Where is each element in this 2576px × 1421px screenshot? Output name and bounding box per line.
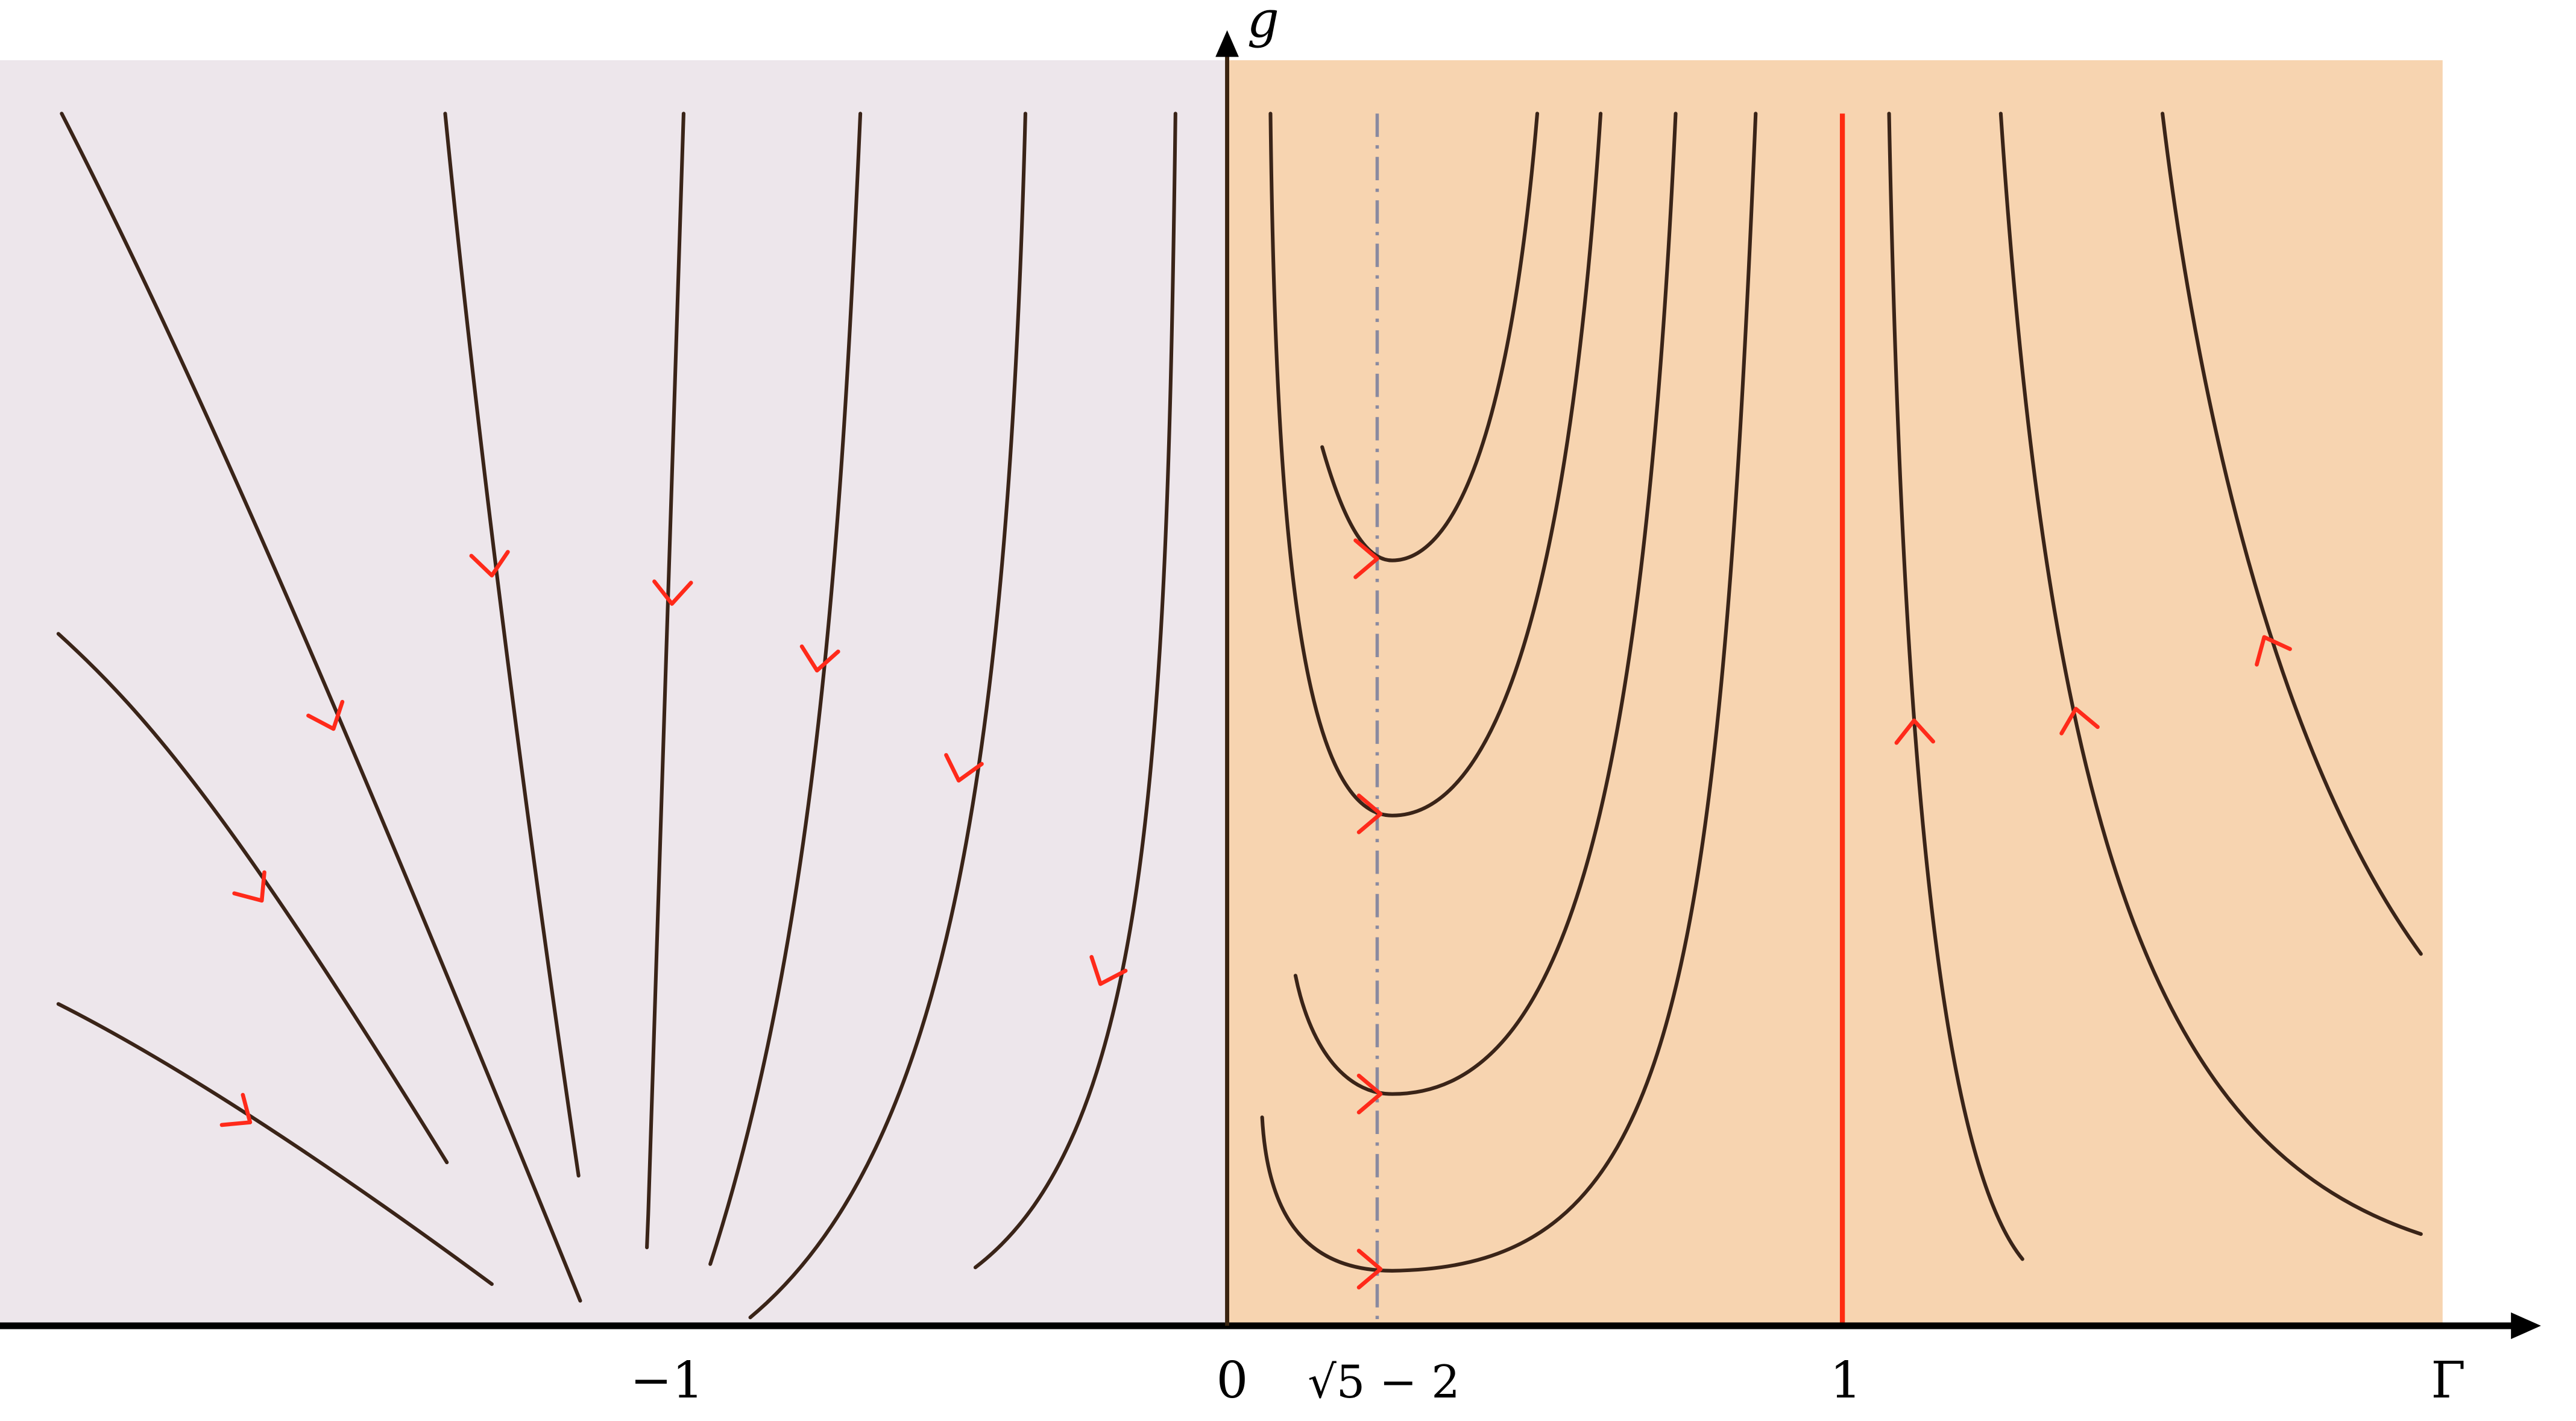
x-tick-label: −1 (630, 1351, 704, 1410)
x-tick-label: 0 (1216, 1351, 1248, 1410)
flow-arrow-icon (2255, 635, 2292, 667)
flow-arrow-icon (1353, 538, 1379, 579)
flow-line (1320, 112, 1540, 562)
flow-arrows (219, 538, 2292, 1290)
left-flow-lines (56, 112, 1177, 1320)
flow-arrow-icon (306, 699, 345, 731)
flow-line (1998, 112, 2423, 1236)
flow-line (1268, 112, 1603, 818)
flow-line (56, 632, 449, 1165)
y-axis-arrowhead (1215, 30, 1239, 57)
flow-line (56, 1002, 494, 1286)
flow-arrow-icon (1356, 1073, 1383, 1115)
flow-line (2161, 112, 2423, 956)
flow-line (443, 112, 581, 1178)
flow-line (1887, 112, 2024, 1261)
flow-arrow-icon (944, 753, 984, 783)
x-tick-label: √5 − 2 (1308, 1356, 1460, 1408)
flow-arrow-icon (1356, 793, 1383, 834)
x-axis-label: Γ (2431, 1351, 2466, 1410)
y-axis-label: g (1247, 0, 1279, 49)
flow-arrow-icon (1894, 718, 1935, 745)
flow-line (60, 112, 582, 1303)
axes (0, 30, 2541, 1340)
flow-arrow-icon (652, 579, 693, 606)
flow-arrow-icon (1356, 1249, 1383, 1290)
flow-arrow-icon (232, 870, 266, 903)
flow-line (973, 112, 1177, 1270)
x-axis-arrowhead (2511, 1312, 2541, 1340)
flow-arrow-icon (469, 550, 510, 578)
flow-arrow-icon (219, 1092, 253, 1127)
flow-line (645, 112, 685, 1250)
flow-line (1293, 112, 1678, 1096)
flow-arrow-icon (1089, 955, 1128, 986)
flow-line (748, 112, 1027, 1320)
flow-arrow-icon (799, 644, 840, 673)
flow-line (1260, 112, 1758, 1273)
region-negative-gamma (0, 60, 1227, 1326)
right-flow-lines (1260, 112, 2423, 1273)
x-tick-label: 1 (1830, 1351, 1862, 1410)
flow-line (708, 112, 863, 1266)
flow-arrow-icon (2059, 707, 2100, 736)
